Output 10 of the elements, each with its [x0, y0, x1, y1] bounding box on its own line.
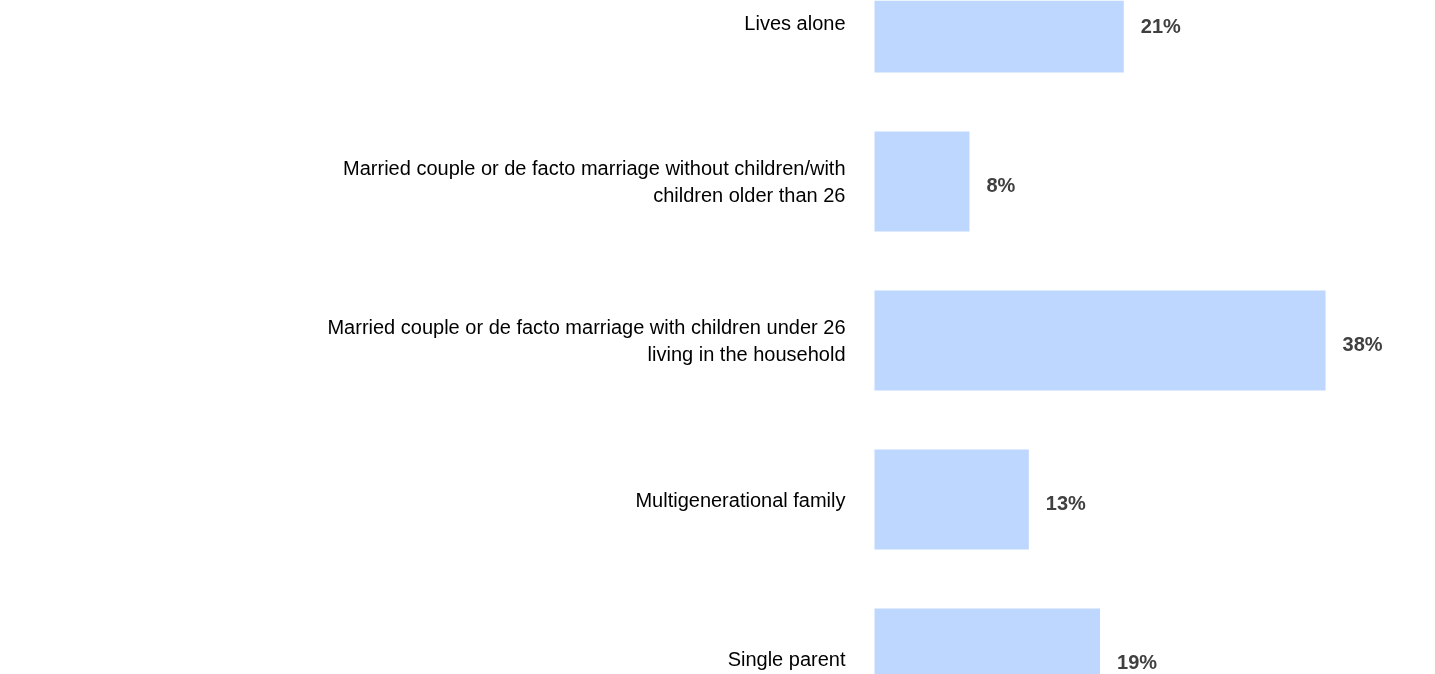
data-label: 19%	[1117, 650, 1158, 673]
y-tick-label: Lives alone	[744, 11, 846, 34]
data-label: 38%	[1342, 332, 1383, 355]
data-label: 13%	[1045, 491, 1087, 514]
y-tick-label: Married couple or de facto marriage with children under 26 living in the household	[327, 315, 846, 366]
y-tick-label: Single parent	[727, 647, 846, 670]
y-tick-label: Married couple or de facto marriage without children/with children older than 26	[343, 156, 846, 207]
data-label: 8%	[986, 173, 1016, 196]
data-label: 21%	[1140, 14, 1182, 37]
y-tick-label: Multigenerational family	[635, 488, 846, 511]
